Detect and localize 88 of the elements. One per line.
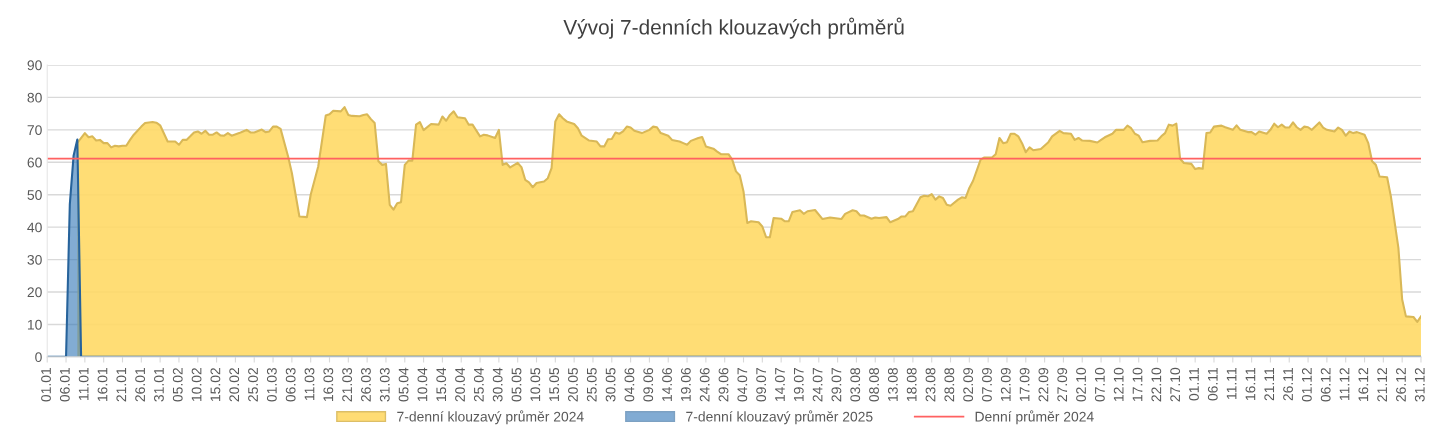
x-tick-label: 10.05	[530, 367, 541, 402]
x-tick-label: 31.01	[154, 368, 164, 402]
x-tick-label: 27.09	[1057, 367, 1068, 402]
x-tick-label: 17.09	[1019, 367, 1030, 402]
x-tick-label: 05.02	[172, 368, 183, 402]
x-tick-label: 11.12	[1339, 368, 1350, 400]
x-tick-label: 07.10	[1094, 367, 1105, 402]
y-tick-label: 80	[27, 92, 42, 103]
x-tick-label: 16.03	[323, 367, 334, 402]
x-tick-label: 27.10	[1170, 367, 1181, 402]
x-tick-label: 10.02	[191, 368, 202, 402]
y-tick-label: 90	[27, 60, 42, 71]
x-tick-label: 29.06	[718, 367, 729, 402]
x-tick-label: 15.02	[210, 368, 221, 402]
x-tick-label: 31.12	[1414, 368, 1425, 402]
x-tick-label: 21.12	[1377, 368, 1387, 402]
x-tick-label: 16.11	[1245, 368, 1256, 400]
y-tick-label: 60	[27, 157, 42, 168]
x-tick-label: 06.12	[1320, 368, 1331, 402]
x-tick-label: 02.09	[963, 367, 974, 402]
x-tick-label: 07.09	[982, 367, 992, 402]
x-tick-label: 22.09	[1038, 367, 1049, 402]
x-tick-label: 28.08	[944, 367, 955, 402]
y-tick-label: 0	[35, 352, 42, 363]
x-tick-label: 21.11	[1264, 368, 1275, 401]
x-tick-label: 21.01	[116, 368, 127, 402]
x-tick-label: 12.09	[1000, 367, 1011, 402]
x-tick-label: 20.02	[229, 368, 240, 402]
x-tick-label: 20.04	[455, 367, 465, 402]
x-tick-label: 11.01	[78, 368, 89, 400]
x-tick-label: 19.06	[680, 367, 691, 402]
x-tick-label: 20.05	[568, 367, 578, 402]
x-tick-label: 11.11	[1226, 368, 1237, 399]
x-tick-label: 05.05	[511, 367, 522, 402]
x-tick-label: 24.07	[812, 368, 823, 402]
x-tick-label: 31.03	[379, 367, 390, 402]
x-tick-label: 18.08	[906, 367, 917, 402]
x-tick-label: 21.03	[342, 367, 353, 402]
y-tick-label: 50	[27, 190, 42, 200]
x-tick-label: 26.03	[361, 367, 371, 402]
y-tick-label: 70	[27, 125, 42, 136]
x-tick-label: 16.12	[1358, 368, 1369, 402]
x-tick-label: 14.06	[662, 367, 672, 402]
x-tick-label: 29.07	[831, 368, 842, 402]
x-tick-label: 05.04	[398, 367, 409, 402]
y-tick-label: 30	[27, 254, 42, 265]
x-tick-label: 30.05	[605, 367, 616, 402]
x-tick-label: 01.12	[1301, 368, 1312, 402]
x-tick-label: 09.06	[643, 367, 654, 402]
x-tick-label: 26.12	[1396, 368, 1406, 402]
x-tick-label: 23.08	[925, 367, 936, 402]
x-tick-label: 06.03	[285, 367, 296, 402]
x-tick-label: 10.04	[417, 367, 428, 402]
y-tick-label: 40	[27, 222, 42, 233]
x-tick-label: 04.07	[737, 368, 748, 402]
x-tick-label: 04.06	[624, 367, 635, 402]
x-tick-label: 22.10	[1151, 367, 1162, 402]
legend-label: 7-denní klouzavý průměr 2025	[686, 410, 873, 425]
x-tick-label: 16.01	[97, 368, 108, 402]
y-tick-label: 20	[27, 287, 42, 298]
y-tick-label: 10	[27, 319, 42, 330]
x-tick-label: 01.03	[266, 367, 277, 402]
x-tick-label: 25.05	[586, 367, 597, 402]
x-tick-label: 17.10	[1132, 367, 1143, 402]
x-tick-label: 26.11	[1283, 368, 1293, 401]
x-tick-label: 09.07	[756, 368, 767, 402]
x-tick-label: 03.08	[850, 367, 861, 402]
x-tick-label: 14.07	[775, 368, 785, 402]
x-tick-label: 02.10	[1076, 367, 1086, 402]
x-tick-label: 19.07	[793, 368, 804, 402]
x-tick-label: 06.11	[1207, 368, 1218, 401]
x-tick-label: 01.11	[1189, 368, 1199, 401]
x-tick-label: 11.03	[304, 367, 315, 400]
x-tick-label: 12.10	[1113, 367, 1124, 402]
legend-label: Denní průměr 2024	[975, 410, 1094, 425]
x-tick-label: 25.04	[473, 367, 484, 402]
x-tick-label: 06.01	[59, 368, 70, 402]
x-tick-label: 13.08	[887, 367, 898, 402]
chart-title: Vývoj 7-denních klouzavých průměrů	[563, 17, 904, 39]
x-tick-label: 15.05	[549, 367, 560, 402]
x-tick-label: 25.02	[248, 368, 258, 402]
x-tick-label: 30.04	[492, 367, 503, 402]
x-tick-label: 24.06	[699, 367, 710, 402]
x-tick-label: 26.01	[135, 368, 146, 402]
x-tick-label: 15.04	[436, 367, 447, 402]
x-tick-label: 08.08	[869, 367, 879, 402]
x-tick-label: 01.01	[41, 368, 51, 402]
legend-label: 7-denní klouzavý průměr 2024	[397, 410, 584, 425]
